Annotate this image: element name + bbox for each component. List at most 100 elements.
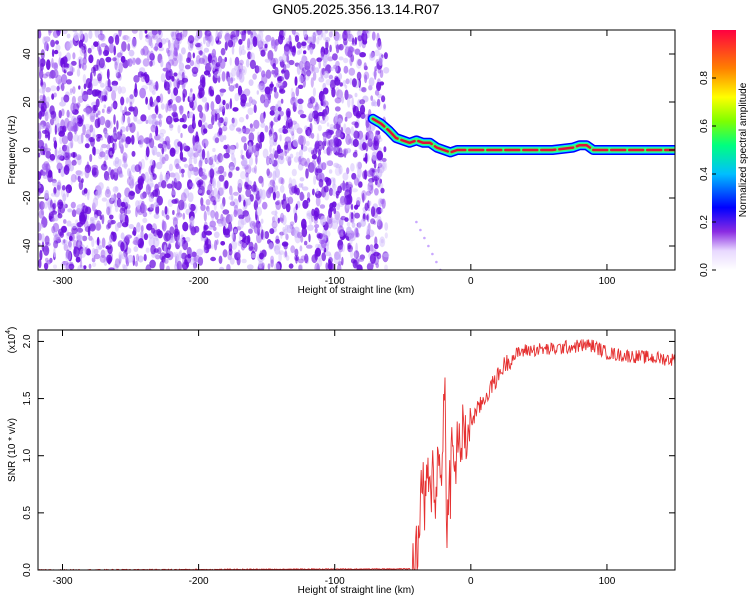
noise-blob — [345, 30, 351, 36]
noise-blob — [331, 220, 338, 230]
noise-blob — [299, 177, 305, 182]
noise-blob — [251, 167, 256, 173]
noise-blob — [374, 236, 378, 246]
noise-blob — [110, 219, 116, 225]
noise-blob — [306, 69, 311, 77]
noise-blob — [261, 70, 266, 78]
noise-blob — [51, 49, 55, 58]
noise-blob — [114, 258, 120, 268]
noise-blob — [371, 151, 378, 161]
noise-blob — [91, 78, 99, 87]
noise-blob — [135, 236, 138, 244]
noise-blob — [113, 132, 118, 143]
noise-blob — [63, 94, 70, 103]
noise-blob — [75, 256, 81, 263]
noise-blob — [383, 67, 390, 74]
noise-blob — [54, 147, 58, 158]
noise-blob — [105, 119, 111, 128]
noise-blob — [327, 56, 334, 62]
noise-blob — [71, 209, 77, 218]
noise-blob — [164, 230, 172, 242]
noise-blob — [224, 180, 229, 189]
y-tick-label: 0.5 — [22, 505, 33, 519]
noise-blob — [256, 188, 260, 198]
noise-blob — [168, 163, 173, 172]
noise-blob — [351, 97, 355, 108]
noise-blob — [81, 62, 84, 69]
noise-blob — [229, 201, 236, 207]
noise-blob — [56, 85, 60, 92]
noise-blob — [190, 88, 193, 93]
noise-blob — [150, 203, 155, 211]
noise-blob — [79, 213, 86, 225]
stray-dot — [419, 228, 422, 232]
noise-blob — [324, 134, 327, 142]
noise-blob — [193, 120, 196, 128]
noise-blob — [86, 191, 90, 201]
noise-blob — [38, 30, 42, 39]
noise-blob — [188, 43, 194, 51]
noise-blob — [159, 154, 165, 165]
noise-blob — [77, 231, 80, 237]
noise-blob — [331, 87, 336, 98]
noise-blob — [171, 75, 175, 82]
noise-blob — [364, 74, 368, 84]
noise-blob — [240, 218, 247, 225]
noise-blob — [298, 60, 304, 70]
noise-blob — [367, 32, 370, 39]
noise-blob — [256, 206, 262, 217]
noise-blob — [96, 136, 101, 142]
noise-blob — [201, 113, 206, 123]
noise-blob — [311, 254, 318, 264]
noise-blob — [163, 81, 170, 91]
noise-blob — [202, 51, 206, 59]
noise-blob — [245, 188, 252, 198]
noise-blob — [278, 82, 285, 90]
noise-blob — [354, 48, 361, 56]
noise-blob — [68, 142, 73, 149]
noise-blob — [335, 33, 342, 41]
noise-blob — [312, 71, 317, 81]
noise-blob — [98, 33, 105, 41]
noise-blob — [383, 52, 388, 60]
noise-blob — [333, 137, 339, 148]
noise-blob — [182, 240, 189, 251]
noise-blob — [120, 114, 125, 125]
noise-blob — [205, 138, 208, 148]
noise-blob — [250, 253, 256, 259]
noise-blob — [275, 185, 278, 192]
noise-blob — [88, 235, 93, 241]
noise-blob — [68, 62, 73, 72]
noise-blob — [300, 114, 307, 119]
noise-blob — [131, 37, 137, 49]
noise-blob — [155, 254, 161, 260]
noise-blob — [368, 51, 376, 61]
noise-blob — [95, 113, 99, 118]
noise-blob — [122, 264, 128, 270]
noise-blob — [56, 122, 61, 134]
noise-blob — [177, 33, 184, 41]
noise-blob — [83, 107, 90, 113]
noise-blob — [96, 220, 101, 231]
noise-blob — [295, 151, 300, 157]
noise-blob — [238, 45, 243, 56]
noise-blob — [351, 222, 356, 228]
noise-blob — [52, 203, 56, 213]
noise-blob — [62, 193, 67, 202]
noise-blob — [104, 86, 111, 93]
noise-blob — [142, 204, 147, 213]
noise-blob — [314, 224, 320, 229]
noise-blob — [262, 148, 269, 159]
noise-blob — [300, 59, 306, 66]
x-tick-label: -100 — [325, 276, 345, 287]
noise-blob — [200, 197, 204, 206]
noise-blob — [70, 201, 76, 209]
noise-blob — [76, 204, 83, 212]
noise-blob — [68, 263, 75, 270]
noise-blob — [88, 136, 95, 143]
noise-blob — [260, 218, 264, 224]
noise-blob — [101, 143, 108, 149]
noise-blob — [137, 238, 144, 249]
noise-blob — [324, 191, 330, 201]
noise-blob — [284, 69, 290, 80]
